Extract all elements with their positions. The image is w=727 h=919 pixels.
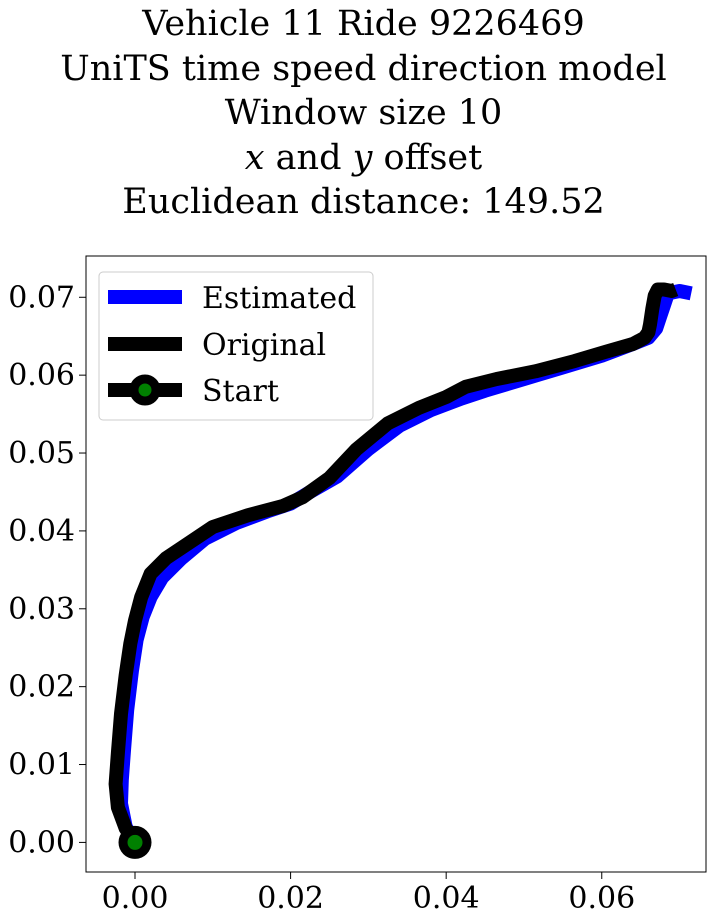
title-and: and [264,137,353,178]
title-line-3: Window size 10 [224,93,503,133]
legend-start-marker [129,374,161,406]
y-tick-label: 0.03 [8,592,75,627]
legend-label-start: Start [202,374,279,409]
plot-frame [85,255,707,873]
x-axis: 0.00 0.02 0.04 0.06 [102,872,635,916]
y-tick-label: 0.02 [8,670,75,705]
start-marker [118,825,152,859]
series-line-original [108,282,679,847]
legend: Estimated Original Start [98,271,374,421]
y-axis: 0.00 0.01 0.02 0.03 0.04 0.05 0.06 0.07 [8,280,86,860]
title-line-2: UniTS time speed direction model [60,48,667,89]
y-tick-label: 0.06 [8,358,75,393]
x-tick-label: 0.06 [568,881,635,916]
legend-label-estimated: Estimated [202,281,356,316]
y-tick-label: 0.01 [8,748,75,783]
x-tick-label: 0.02 [257,881,324,916]
legend-label-original: Original [202,328,326,363]
title-var-y: y [352,137,373,178]
x-tick-label: 0.04 [413,881,480,916]
chart-title: Vehicle 11 Ride 9226469 UniTS time speed… [0,2,727,225]
series-layer [108,282,693,859]
y-tick-label: 0.07 [8,280,75,315]
y-tick-label: 0.05 [8,436,75,471]
title-var-x: x [244,137,265,178]
title-line-4: x and y offset [0,136,727,181]
y-tick-label: 0.00 [8,825,75,860]
y-tick-label: 0.04 [8,514,75,549]
title-offset: offset [372,137,483,178]
x-tick-label: 0.00 [102,881,169,916]
title-line-5: Euclidean distance: 149.52 [122,182,605,222]
title-line-1: Vehicle 11 Ride 9226469 [142,4,585,44]
